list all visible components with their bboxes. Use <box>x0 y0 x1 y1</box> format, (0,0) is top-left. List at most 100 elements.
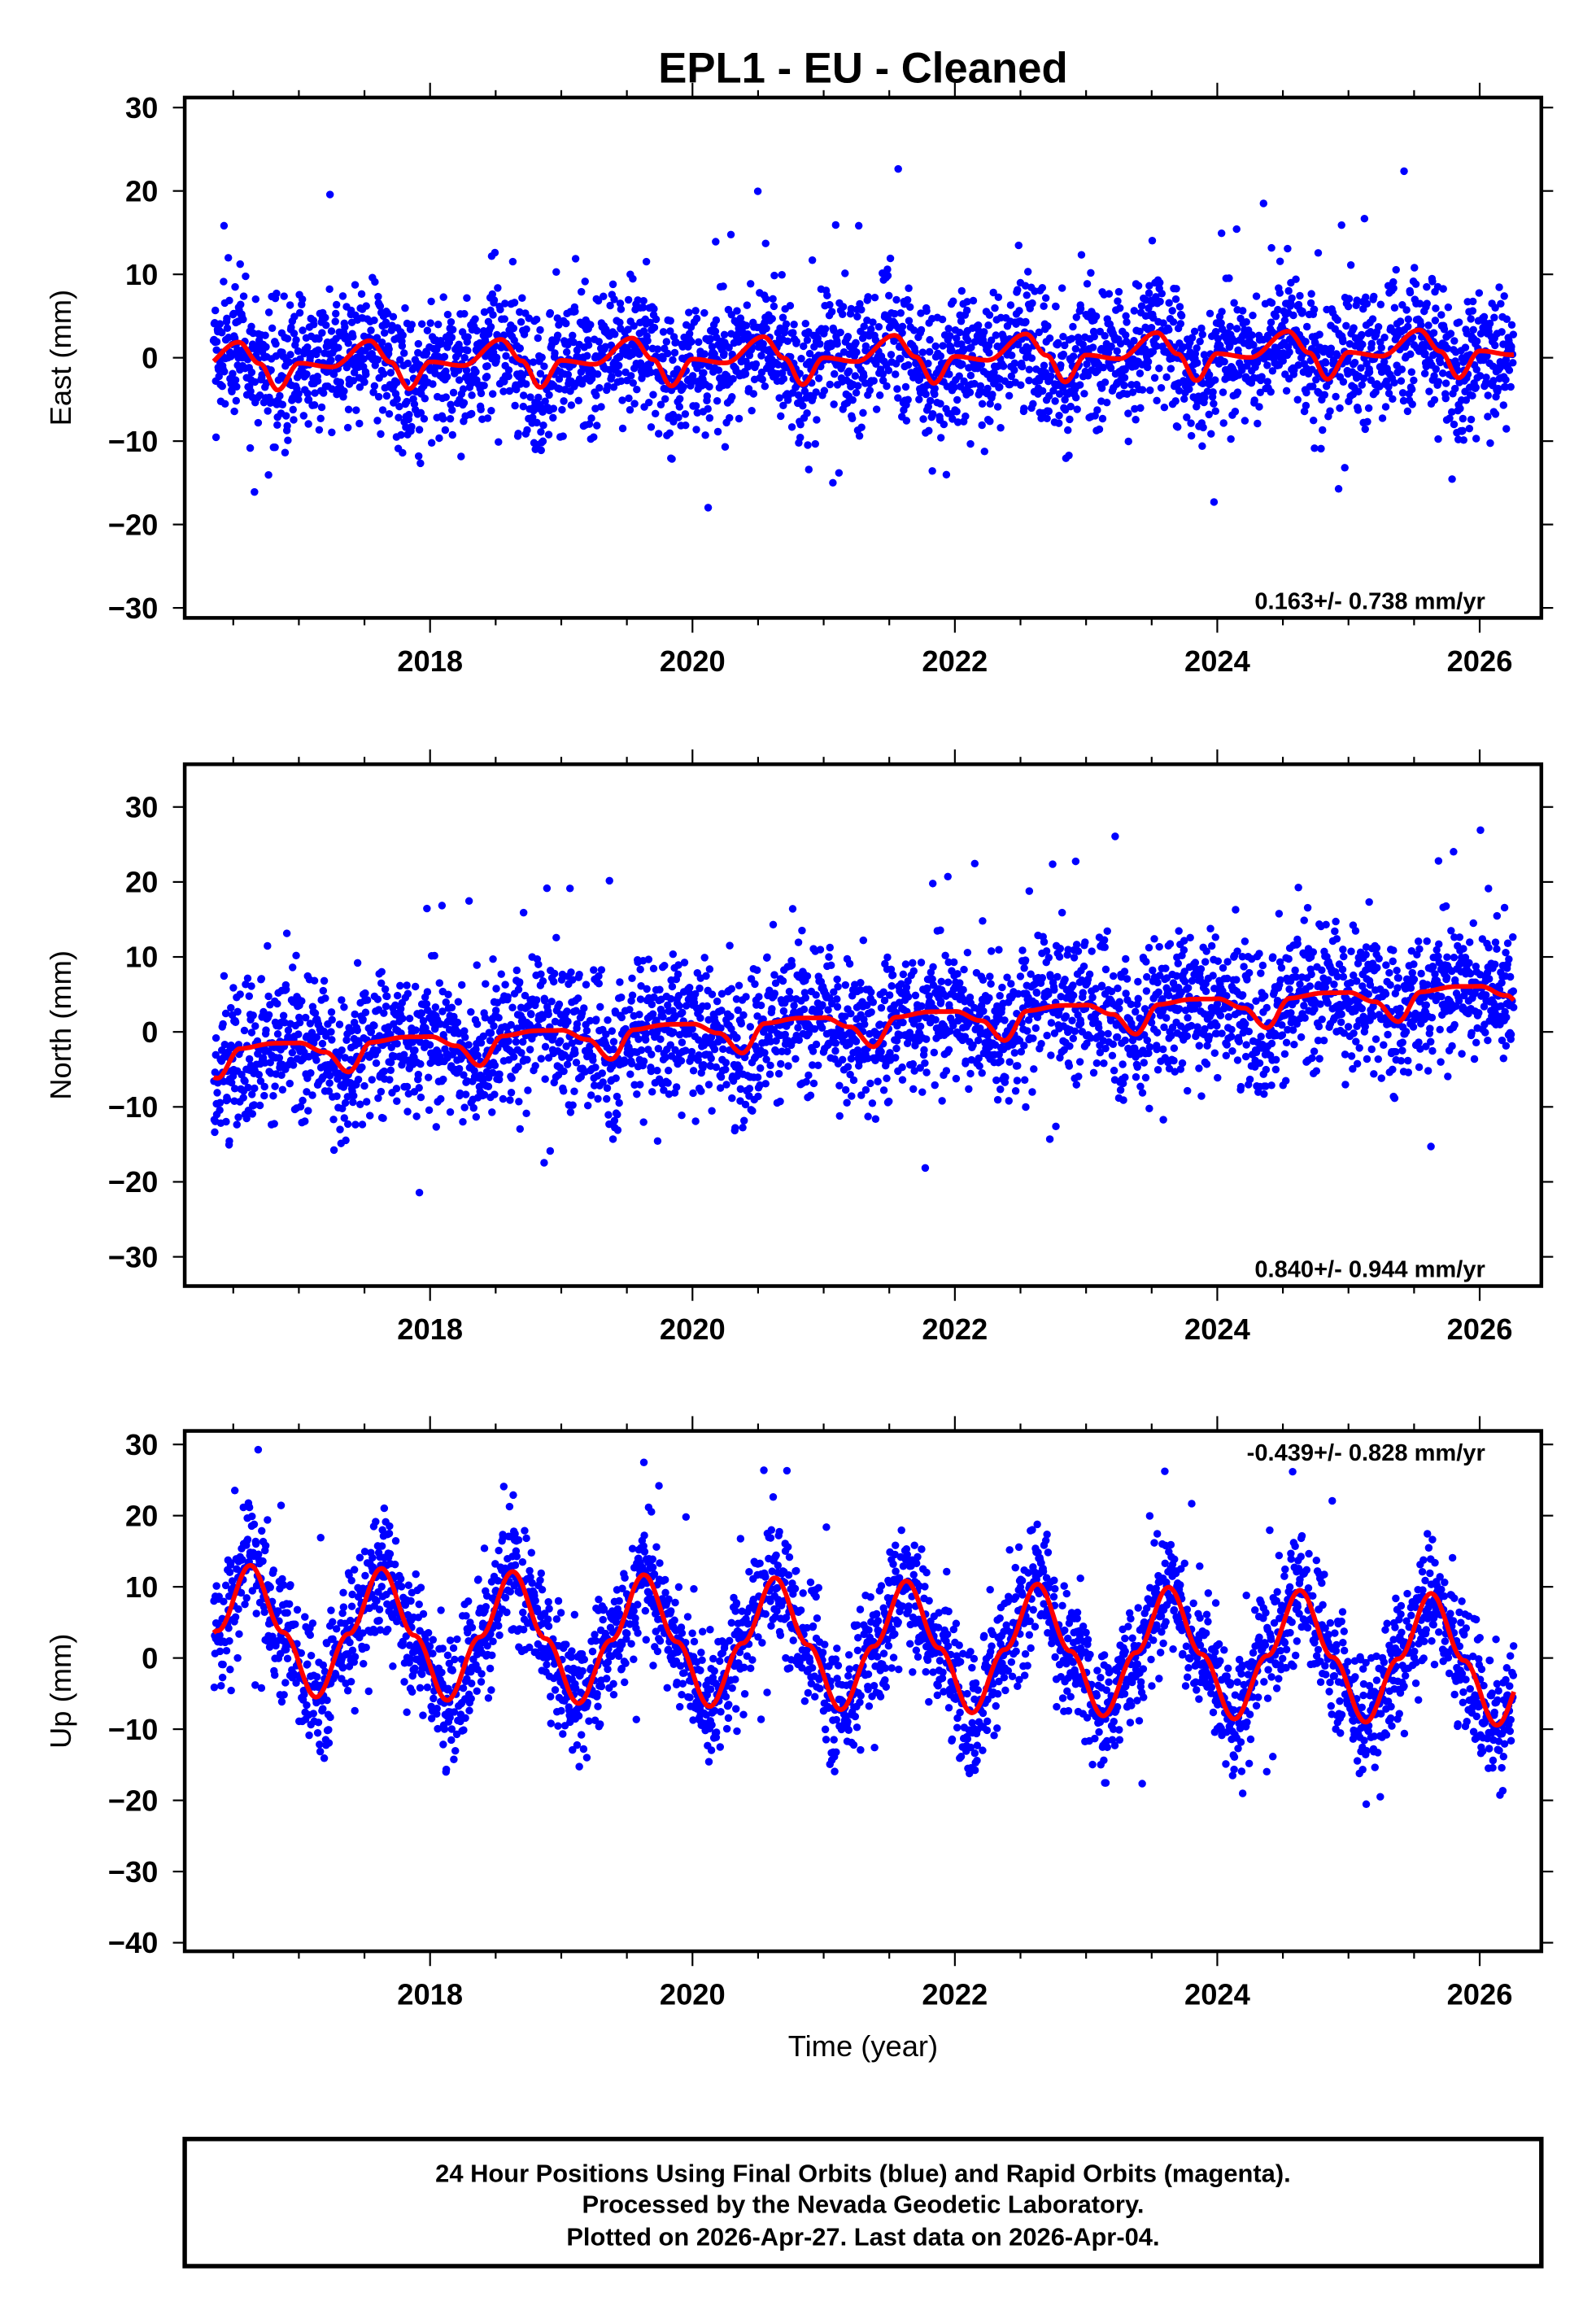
y-tick-label: 0 <box>142 341 158 374</box>
data-point <box>319 389 328 397</box>
data-point <box>550 969 559 978</box>
data-point <box>742 993 750 1001</box>
data-point <box>1367 339 1376 348</box>
data-point <box>1469 325 1477 334</box>
data-point <box>898 1063 906 1072</box>
data-point <box>608 1135 617 1143</box>
data-point <box>1274 305 1282 314</box>
x-tick-label: 2026 <box>1447 644 1513 678</box>
data-point <box>1041 294 1050 302</box>
data-point <box>795 1036 804 1044</box>
data-point <box>629 274 637 283</box>
data-point <box>373 334 382 342</box>
data-point <box>749 390 758 398</box>
data-point <box>896 309 905 317</box>
data-point <box>391 1001 399 1010</box>
data-point <box>1043 414 1051 423</box>
data-point <box>1147 324 1156 332</box>
data-point <box>1444 303 1453 312</box>
data-point <box>1218 308 1226 316</box>
data-point <box>362 370 370 378</box>
data-point <box>874 322 883 331</box>
data-point <box>1472 383 1480 391</box>
data-point <box>1249 311 1257 320</box>
data-point <box>687 338 696 346</box>
data-point <box>559 432 567 440</box>
data-point <box>343 423 352 432</box>
data-point <box>1136 327 1144 336</box>
data-point <box>273 421 281 430</box>
data-point <box>775 394 783 402</box>
data-point <box>1148 299 1156 308</box>
data-point <box>236 990 244 998</box>
data-point <box>831 221 840 229</box>
data-point <box>1284 286 1293 295</box>
data-point <box>1498 328 1506 336</box>
data-point <box>460 353 469 362</box>
data-point <box>244 1083 252 1092</box>
data-point <box>512 966 521 975</box>
data-point <box>1294 361 1302 369</box>
data-point <box>1310 444 1319 452</box>
data-point <box>909 959 917 967</box>
data-point <box>866 1079 874 1088</box>
data-point <box>921 1059 929 1068</box>
data-point <box>1101 332 1109 340</box>
data-point <box>1429 329 1438 337</box>
data-point <box>587 374 596 383</box>
data-point <box>659 355 667 363</box>
data-point <box>1040 361 1049 369</box>
data-point <box>844 367 853 375</box>
data-point <box>1238 307 1247 315</box>
data-point <box>1185 385 1193 394</box>
data-point <box>316 414 325 423</box>
data-point <box>844 332 853 341</box>
data-point <box>739 1116 748 1125</box>
data-point <box>491 248 499 257</box>
data-point <box>987 336 996 344</box>
data-point <box>1092 312 1101 321</box>
data-point <box>813 416 821 424</box>
data-point <box>338 996 346 1004</box>
data-point <box>1029 400 1037 408</box>
data-point <box>336 378 345 387</box>
data-point <box>1134 282 1143 290</box>
data-point <box>701 431 709 439</box>
data-point <box>268 324 277 333</box>
data-point <box>1120 373 1129 382</box>
data-point <box>859 936 868 945</box>
data-point <box>1027 354 1036 362</box>
data-point <box>386 369 395 377</box>
data-point <box>1097 384 1106 392</box>
data-point <box>477 1038 486 1047</box>
data-point <box>916 1022 925 1031</box>
data-point <box>368 1076 376 1084</box>
data-point <box>216 1098 225 1107</box>
data-point <box>1149 347 1158 356</box>
data-point <box>461 1090 470 1098</box>
data-point <box>508 257 517 266</box>
data-point <box>597 966 606 974</box>
data-point <box>571 255 580 263</box>
data-point <box>233 1007 242 1016</box>
data-point <box>1171 397 1180 405</box>
data-point <box>211 1068 220 1077</box>
data-point <box>441 426 450 435</box>
data-point <box>283 421 291 430</box>
data-point <box>608 280 617 289</box>
data-point <box>643 337 652 345</box>
data-point <box>915 395 923 404</box>
data-point <box>344 405 353 413</box>
data-point <box>1072 393 1080 402</box>
data-point <box>864 1055 872 1063</box>
data-point <box>1374 322 1383 331</box>
data-point <box>756 1081 764 1090</box>
data-point <box>624 295 633 304</box>
data-point <box>887 351 896 359</box>
data-point <box>295 308 304 317</box>
data-point <box>502 352 510 360</box>
data-point <box>1431 317 1440 325</box>
data-point <box>976 382 985 391</box>
data-point <box>705 414 714 422</box>
data-point <box>1055 390 1064 398</box>
